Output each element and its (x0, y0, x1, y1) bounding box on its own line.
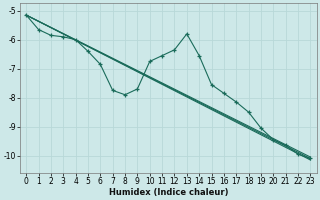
X-axis label: Humidex (Indice chaleur): Humidex (Indice chaleur) (108, 188, 228, 197)
